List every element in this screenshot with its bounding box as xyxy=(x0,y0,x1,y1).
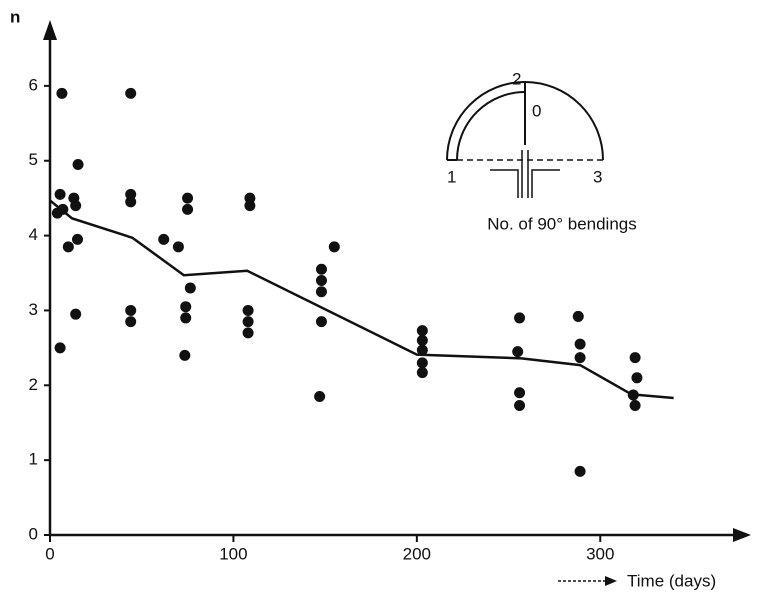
data-point xyxy=(125,196,137,208)
data-point xyxy=(574,465,586,477)
annotation: 0 xyxy=(532,101,541,120)
data-point xyxy=(574,352,586,364)
data-point xyxy=(56,87,68,99)
x-label-arrow xyxy=(558,576,617,586)
data-point xyxy=(244,200,256,212)
y-tick-label: 6 xyxy=(29,75,38,94)
data-point xyxy=(180,312,192,324)
data-point xyxy=(125,304,137,316)
data-point xyxy=(416,334,428,346)
data-point xyxy=(125,316,137,328)
data-point xyxy=(514,400,526,412)
x-tick-label: 200 xyxy=(403,544,431,563)
data-point xyxy=(242,304,254,316)
annotation: 2 xyxy=(512,69,521,88)
data-point xyxy=(328,241,340,253)
data-point xyxy=(242,327,254,339)
x-tick-label: 100 xyxy=(219,544,247,563)
data-point xyxy=(416,357,428,369)
data-point xyxy=(182,203,194,215)
data-point xyxy=(629,352,641,364)
y-tick-label: 3 xyxy=(29,300,38,319)
x-axis-arrow xyxy=(733,528,751,542)
y-tick-label: 1 xyxy=(29,450,38,469)
data-point xyxy=(416,344,428,356)
y-tick-label: 5 xyxy=(29,150,38,169)
data-point xyxy=(572,310,584,322)
data-point xyxy=(314,391,326,403)
data-point xyxy=(514,387,526,399)
data-point xyxy=(179,349,191,361)
data-point xyxy=(62,241,74,253)
data-point xyxy=(416,325,428,337)
x-tick-label: 300 xyxy=(586,544,614,563)
data-point xyxy=(184,282,196,294)
x-axis-label: Time (days) xyxy=(627,571,716,590)
data-point xyxy=(514,312,526,324)
y-axis-label: n xyxy=(10,7,20,26)
inset-diagram xyxy=(446,81,604,198)
data-point xyxy=(629,400,641,412)
data-point xyxy=(72,233,84,245)
data-point xyxy=(631,372,643,384)
y-tick-label: 4 xyxy=(29,225,38,244)
data-point xyxy=(54,188,66,200)
trend-line xyxy=(49,199,674,400)
y-tick-label: 2 xyxy=(29,375,38,394)
data-point xyxy=(242,316,254,328)
data-point xyxy=(416,367,428,379)
data-point xyxy=(172,241,184,253)
data-point xyxy=(182,192,194,204)
annotation: 3 xyxy=(593,167,602,186)
data-point xyxy=(158,233,170,245)
data-point xyxy=(180,301,192,313)
data-point xyxy=(315,275,327,286)
annotation: No. of 90° bendings xyxy=(487,214,637,233)
data-point xyxy=(574,338,586,350)
data-point xyxy=(54,342,66,354)
annotation: 1 xyxy=(447,167,456,186)
data-point xyxy=(315,263,327,275)
x-tick-label: 0 xyxy=(45,544,54,563)
data-point xyxy=(125,87,137,99)
data-point xyxy=(70,308,82,320)
data-point xyxy=(70,200,82,212)
data-point xyxy=(315,316,327,328)
data-point xyxy=(72,158,84,170)
y-axis-arrow xyxy=(43,20,57,40)
data-point xyxy=(315,286,327,298)
data-point xyxy=(512,346,524,358)
y-tick-label: 0 xyxy=(29,524,38,543)
